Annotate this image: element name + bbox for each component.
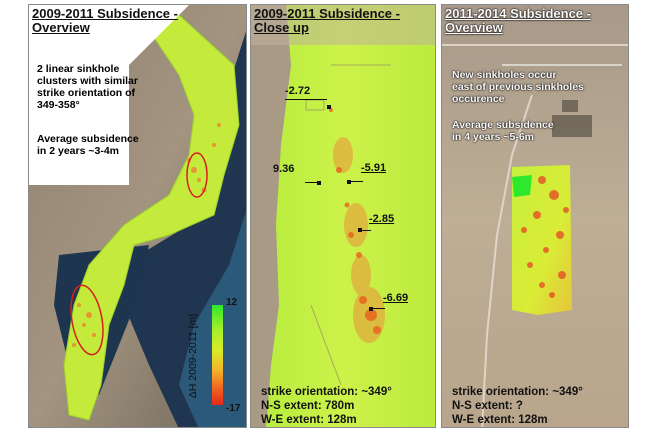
point-marker [327,105,331,109]
panel-title: 2009-2011 Subsidence - Overview [32,6,178,35]
uplift-area [512,175,532,197]
point-marker [317,181,321,185]
average-subsidence-note: Average subsidence in 4 years ~5-6m [452,119,554,143]
extent-stats: strike orientation: ~349° N-S extent: 78… [261,386,392,426]
legend-title: ΔH 2009-2011 [m] [187,313,199,399]
leader-line [351,181,363,182]
point-marker [347,180,351,184]
legend-min: -17 [226,403,241,414]
point-marker [358,228,362,232]
colorbar-legend [212,305,223,405]
sinkhole-cluster-ellipse [70,284,104,356]
closeup-map-image [251,5,435,427]
new-sinkholes-note: New sinkholes occur east of previous sin… [452,69,584,105]
subsidence-label: -5.91 [361,162,387,174]
subsidence-label: 9.36 [273,163,295,175]
subsidence-overlay [512,165,572,315]
extent-stats: strike orientation: ~349° N-S extent: ? … [452,386,583,426]
subsidence-label: -6.69 [383,292,409,304]
average-subsidence-note: Average subsidence in 2 years ~3-4m [37,133,139,157]
leader-line [285,99,327,100]
overview-2011-2014-panel: 2011-2014 Subsidence - Overview New sink… [441,4,629,428]
closeup-2009-2011-panel: 2009-2011 Subsidence - Close up -2.72 9.… [250,4,436,428]
sinkhole-cluster-ellipse [186,152,208,198]
legend-max: 12 [226,297,238,308]
panel-title: 2011-2014 Subsidence - Overview [445,6,591,35]
overview-2009-2011-panel: 2009-2011 Subsidence - Overview 2 linear… [28,4,247,428]
leader-line [305,182,317,183]
point-marker [369,307,373,311]
subsidence-overlay [63,14,240,421]
panel-title: 2009-2011 Subsidence - Close up [254,6,400,35]
overview-2014-map-image [442,5,628,427]
cluster-note: 2 linear sinkhole clusters with similar … [37,63,138,111]
subsidence-label: -2.72 [285,85,311,97]
leader-line [361,230,371,231]
overview-map-image [29,5,246,427]
leader-line [373,308,385,309]
subsidence-label: -2.85 [369,213,395,225]
